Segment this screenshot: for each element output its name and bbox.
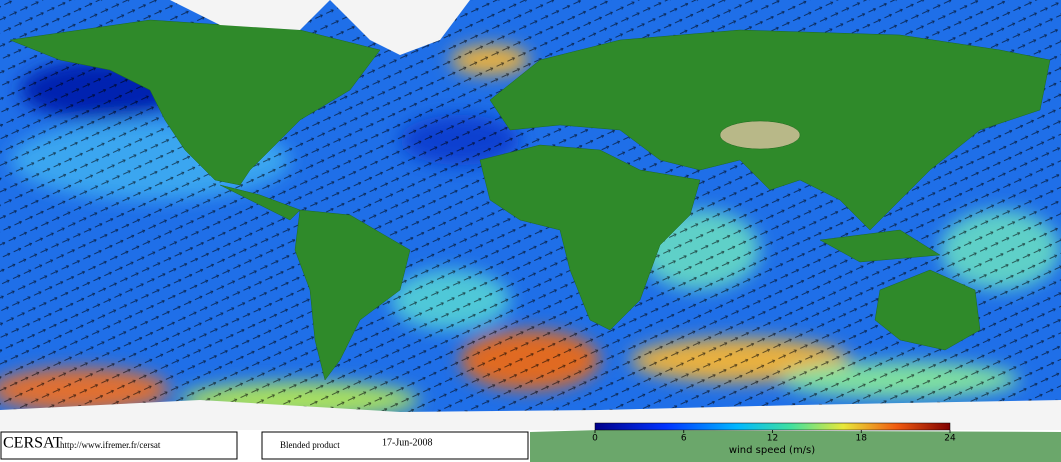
land [9,19,1051,381]
colorbar-tick-label: 12 [767,434,778,444]
colorbar-label: wind speed (m/s) [729,445,815,456]
colorbar-tick-label: 6 [681,434,687,444]
info-box [261,431,529,460]
antarctic-land [530,430,1061,462]
colorbar-tick-label: 24 [944,434,956,444]
info-box [0,431,238,460]
colorbar-tick-label: 0 [592,434,598,444]
colorbar-tick-label: 18 [856,434,868,444]
date: 17-Jun-2008 [382,437,433,448]
product: Blended product [280,440,340,450]
colorbar [594,422,951,431]
url: http://www.ifremer.fr/cersat [60,440,161,450]
ice [0,0,1061,430]
logo: CERSAT [3,435,63,452]
